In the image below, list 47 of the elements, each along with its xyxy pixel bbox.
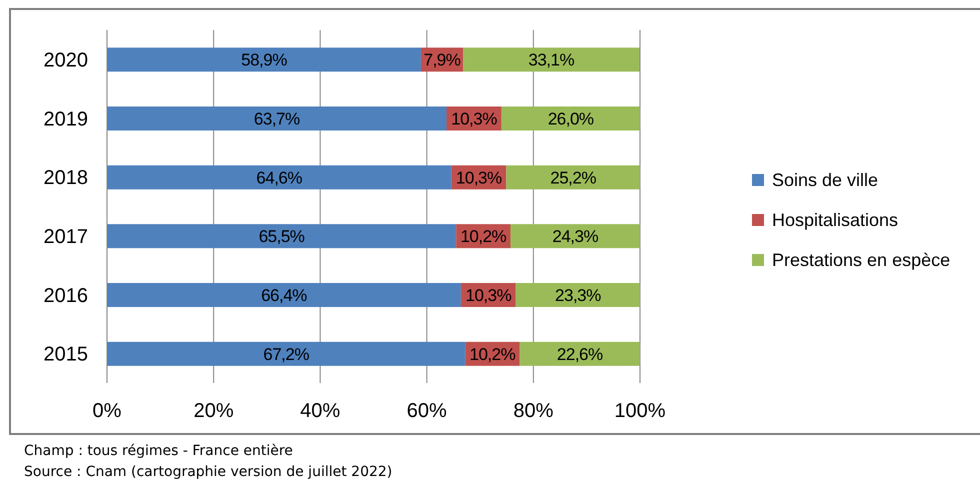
y-tick-label: 2020	[44, 50, 88, 72]
legend-label: Hospitalisations	[772, 210, 898, 230]
x-tick-label: 0%	[92, 400, 122, 422]
y-tick-label: 2016	[44, 284, 88, 307]
data-label: 64,6%	[256, 168, 302, 188]
bar	[463, 48, 640, 72]
bar	[107, 106, 447, 130]
source-note: Source : Cnam (cartographie version de juillet 2022)	[24, 463, 392, 482]
data-label: 22,6%	[556, 344, 604, 364]
bar	[107, 224, 456, 248]
data-label: 33,1%	[528, 50, 574, 70]
x-tick-label: 40%	[300, 400, 340, 422]
data-label: 10,3%	[466, 286, 512, 306]
data-label: 10,3%	[451, 110, 498, 129]
legend-label: Prestations en espèce	[772, 250, 950, 270]
data-label: 7,9%	[424, 50, 461, 70]
bar	[510, 224, 640, 248]
y-tick-label: 2019	[44, 108, 88, 130]
data-label: 10,2%	[470, 344, 516, 364]
y-tick-label: 2018	[44, 167, 88, 190]
bar	[107, 342, 466, 366]
x-tick-label: 20%	[194, 400, 234, 422]
bar	[501, 106, 640, 130]
data-label: 66,4%	[261, 286, 308, 306]
data-label: 67,2%	[263, 344, 310, 364]
x-tick-label: 100%	[614, 400, 666, 422]
x-tick-label: 80%	[513, 400, 554, 422]
text: Champ : tous régimes - France entière	[24, 442, 294, 461]
data-label: 10,3%	[456, 168, 502, 188]
bar	[516, 282, 640, 307]
data-label: 10,2%	[460, 227, 507, 246]
data-label: 25,2%	[550, 168, 596, 188]
data-label: 26,0%	[548, 110, 594, 129]
x-tick-label: 60%	[406, 400, 448, 422]
data-label: 63,7%	[254, 110, 300, 129]
bar	[506, 165, 640, 190]
y-tick-label: 2017	[44, 226, 88, 248]
legend-label: Soins de ville	[772, 170, 878, 190]
y-tick-label: 2015	[44, 344, 88, 366]
data-label: 58,9%	[241, 50, 288, 70]
data-label: 65,5%	[258, 227, 305, 246]
bar	[107, 282, 461, 307]
bar	[107, 48, 421, 72]
data-label: 23,3%	[555, 286, 602, 306]
bar	[107, 165, 452, 190]
bar	[520, 342, 640, 366]
data-label: 24,3%	[552, 227, 598, 246]
